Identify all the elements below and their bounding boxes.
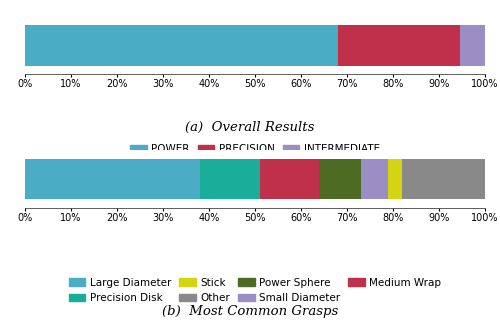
Legend: POWER, PRECISION, INTERMEDIATE: POWER, PRECISION, INTERMEDIATE bbox=[126, 140, 384, 158]
Legend: Large Diameter, Precision Disk, Stick, Other, Power Sphere, Small Diameter, Medi: Large Diameter, Precision Disk, Stick, O… bbox=[64, 274, 446, 307]
Text: (b)  Most Common Grasps: (b) Most Common Grasps bbox=[162, 305, 338, 318]
Bar bbox=[320, 159, 361, 199]
Bar bbox=[388, 159, 402, 199]
Bar bbox=[402, 159, 485, 199]
Bar bbox=[260, 159, 320, 199]
Bar bbox=[25, 159, 200, 199]
Text: (a)  Overall Results: (a) Overall Results bbox=[186, 120, 314, 134]
Bar bbox=[338, 25, 460, 66]
Bar bbox=[460, 25, 485, 66]
Bar bbox=[200, 159, 260, 199]
Bar bbox=[361, 159, 388, 199]
Bar bbox=[25, 25, 338, 66]
